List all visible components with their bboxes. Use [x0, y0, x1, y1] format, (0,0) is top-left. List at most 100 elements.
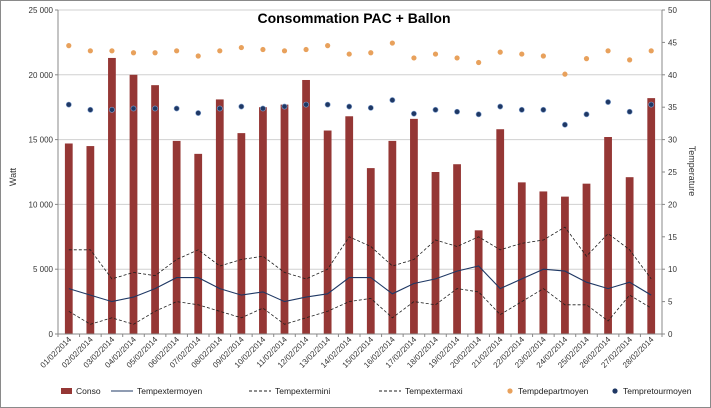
bar — [108, 57, 116, 335]
y-tick-label: 5 000 — [33, 265, 54, 274]
legend-label: Tempextermaxi — [405, 386, 463, 396]
bar — [323, 130, 332, 334]
data-point — [368, 50, 374, 56]
data-point — [238, 44, 244, 51]
y-tick-label: 25 000 — [29, 6, 54, 15]
data-point — [303, 46, 309, 53]
data-point — [346, 103, 353, 110]
data-point — [281, 103, 288, 110]
series-line — [68, 226, 652, 280]
legend-label: Tempextermini — [275, 386, 330, 396]
bar — [129, 74, 138, 335]
data-point — [152, 50, 158, 56]
y2-tick-label: 10 — [668, 265, 677, 274]
bar — [302, 79, 310, 334]
data-point — [346, 51, 352, 57]
y2-tick-label: 45 — [668, 38, 677, 47]
y2-tick-label: 15 — [668, 233, 677, 242]
legend-label: Conso — [76, 386, 101, 396]
data-point — [432, 51, 439, 57]
data-point — [626, 108, 633, 115]
chart-title: Consommation PAC + Ballon — [257, 10, 450, 26]
data-point — [540, 106, 547, 113]
legend-label: Tempextermoyen — [137, 386, 202, 396]
y2-tick-label: 40 — [668, 71, 677, 80]
bar — [237, 133, 246, 334]
data-point — [562, 71, 568, 77]
data-point — [497, 103, 504, 110]
data-point — [109, 106, 115, 113]
bar — [280, 104, 289, 334]
data-point — [281, 48, 288, 54]
bar — [410, 118, 418, 334]
legend-swatch — [61, 388, 72, 394]
bar — [215, 99, 224, 334]
point-series — [65, 40, 655, 128]
axes — [55, 9, 665, 337]
y-axis-title: Watt — [8, 167, 18, 186]
bar — [474, 230, 483, 334]
bar — [86, 146, 95, 334]
data-point — [454, 55, 460, 61]
bar — [388, 140, 397, 334]
legend-label: Tempdepartmoyen — [518, 386, 589, 396]
legend-swatch — [612, 388, 618, 394]
bar — [345, 116, 354, 334]
legend-label: Tempretourmoyen — [623, 386, 692, 396]
y2-tick-label: 5 — [668, 298, 673, 307]
data-point — [324, 101, 331, 108]
y2-tick-label: 30 — [668, 136, 677, 145]
gridlines — [58, 9, 662, 270]
data-point — [238, 103, 245, 110]
line-series — [68, 226, 652, 325]
data-point — [195, 110, 202, 116]
data-point — [195, 53, 201, 59]
data-point — [518, 106, 525, 113]
y2-tick-label: 35 — [668, 103, 677, 112]
data-point — [475, 111, 482, 118]
data-point — [411, 55, 417, 61]
data-point — [583, 56, 590, 62]
data-point — [519, 51, 525, 57]
data-point — [648, 101, 655, 108]
data-point — [109, 48, 115, 54]
bar — [496, 129, 505, 334]
bar — [625, 177, 634, 334]
data-point — [130, 50, 137, 56]
y-tick-label: 10 000 — [29, 200, 54, 209]
y2-axis-title: Temperature — [687, 146, 697, 197]
y-tick-label: 0 — [49, 330, 54, 339]
bar-series — [64, 57, 656, 335]
data-point — [216, 105, 223, 112]
data-point — [303, 101, 309, 108]
data-point — [454, 108, 460, 115]
data-point — [152, 105, 158, 112]
data-point — [562, 121, 568, 128]
data-point — [476, 59, 482, 66]
legend: Conso Tempextermoyen Tempextermini Tempexte… — [61, 386, 692, 396]
y-tick-label: 15 000 — [29, 136, 54, 145]
bar — [431, 172, 440, 334]
data-point — [540, 53, 546, 59]
legend-swatch — [507, 388, 513, 394]
data-point — [66, 43, 72, 49]
y2-tick-label: 20 — [668, 200, 677, 209]
bar — [64, 143, 73, 334]
data-point — [260, 105, 266, 112]
series-line — [68, 288, 652, 325]
data-point — [605, 99, 611, 105]
y-tick-label: 20 000 — [29, 71, 54, 80]
data-point — [432, 106, 439, 113]
bar — [172, 140, 181, 334]
data-point — [130, 105, 137, 112]
data-point — [583, 111, 590, 118]
bar — [582, 183, 591, 334]
bar — [561, 196, 569, 334]
data-point — [260, 46, 266, 53]
bar — [194, 153, 203, 334]
y2-tick-label: 50 — [668, 6, 677, 15]
y2-tick-label: 25 — [668, 168, 677, 177]
bar — [647, 98, 656, 335]
